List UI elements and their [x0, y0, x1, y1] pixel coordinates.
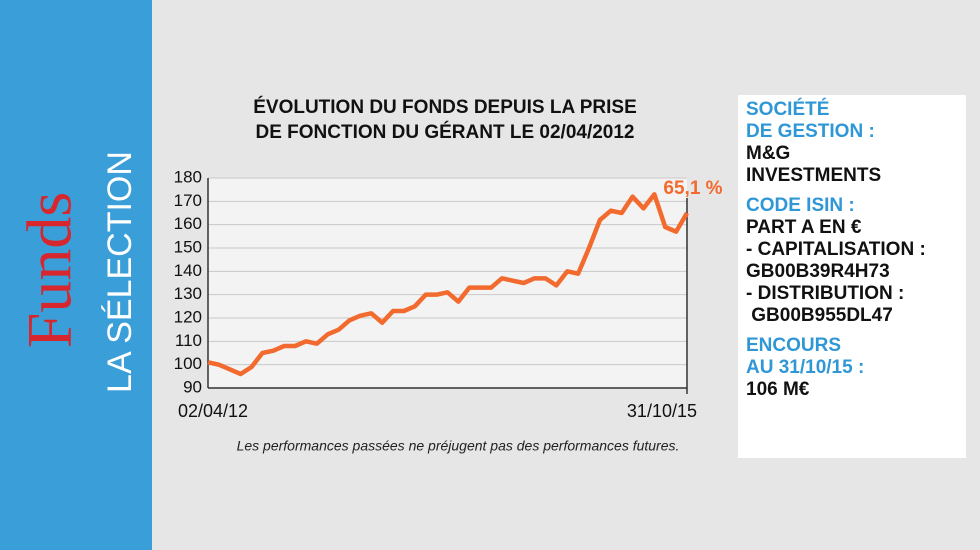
sidebar-subtitle: LA SÉLECTION: [101, 151, 139, 393]
sidebar-title: Funds: [14, 192, 85, 349]
info-section: ENCOURS AU 31/10/15 :106 M€: [746, 335, 966, 401]
info-text: M&G: [746, 143, 791, 164]
chart-title: DE FONCTION DU GÉRANT LE 02/04/2012: [255, 121, 634, 143]
y-tick-label: 160: [174, 214, 202, 233]
y-tick-label: 150: [174, 237, 202, 256]
info-text: - CAPITALISATION :: [746, 239, 926, 260]
info-section: SOCIÉTÉ DE GESTION : M&G INVESTMENTS: [746, 99, 966, 187]
info-text: PART A EN €: [746, 217, 862, 238]
x-tick-label: 31/10/15: [627, 401, 697, 421]
info-heading: CODE ISIN :: [746, 195, 855, 216]
y-tick-label: 180: [174, 167, 202, 186]
y-tick-label: 170: [174, 191, 202, 210]
y-tick-label: 140: [174, 261, 202, 280]
info-panel: SOCIÉTÉ DE GESTION : M&G INVESTMENTS CODE IS…: [738, 95, 966, 458]
info-text: - DISTRIBUTION :: [746, 283, 905, 304]
y-tick-label: 120: [174, 307, 202, 326]
info-heading: DE GESTION :: [746, 121, 875, 142]
sidebar: [0, 0, 152, 550]
info-heading: SOCIÉTÉ: [746, 99, 830, 120]
y-tick-label: 100: [174, 354, 202, 373]
info-section: CODE ISIN : PART A EN € - CAPITALISATION :…: [746, 195, 966, 327]
line: [207, 192, 689, 377]
info-text: INVESTMENTS: [746, 165, 882, 186]
y-tick-label: 90: [183, 377, 202, 396]
chart-title: ÉVOLUTION DU FONDS DEPUIS LA PRISE: [253, 96, 637, 118]
info-text: GB00B39R4H73: [746, 261, 890, 282]
x-tick-label: 02/04/12: [178, 401, 248, 421]
info-text: GB00B955DL47: [746, 305, 893, 326]
y-tick-label: 130: [174, 284, 202, 303]
annotation: 65,1 %: [663, 178, 722, 199]
y-tick-label: 110: [175, 331, 202, 350]
info-text: 106 M€: [746, 379, 810, 400]
info-heading: AU 31/10/15 :: [746, 357, 865, 378]
footnote: Les performances passées ne préjugent pa…: [237, 438, 680, 454]
info-heading: ENCOURS: [746, 335, 842, 356]
